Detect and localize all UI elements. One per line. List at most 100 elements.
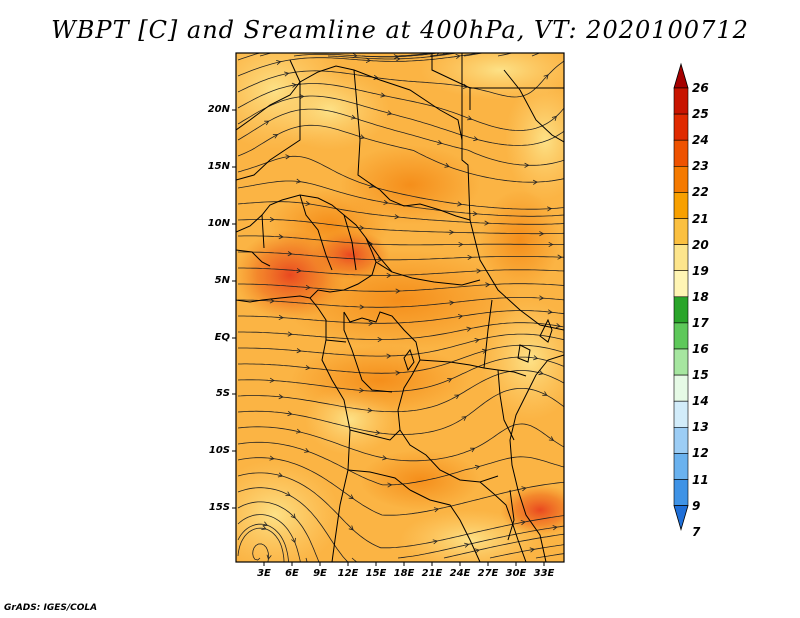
streamline-arrow <box>394 214 400 220</box>
streamline <box>395 53 435 57</box>
streamline-arrow <box>474 338 480 343</box>
streamline-arrow <box>278 234 284 240</box>
streamline-arrow <box>382 455 388 461</box>
lon-tick-label: 9E <box>313 568 327 579</box>
map-frame <box>235 52 565 563</box>
streamline-arrow <box>359 225 365 231</box>
streamline-arrow <box>461 416 467 421</box>
colorbar-label: 18 <box>692 289 709 304</box>
lon-tick-label: 18E <box>393 568 415 579</box>
streamline <box>237 180 564 217</box>
streamline-arrow <box>520 520 526 526</box>
streamline-arrow <box>373 74 379 80</box>
streamline-arrow <box>386 110 393 116</box>
colorbar-swatch <box>673 322 689 350</box>
streamline-arrow <box>296 348 302 354</box>
streamline-arrow <box>269 377 275 383</box>
axis-ticks <box>232 109 545 566</box>
streamline <box>237 457 564 516</box>
streamline-arrow <box>291 82 297 88</box>
colorbar-label: 19 <box>692 263 709 278</box>
streamline <box>238 310 564 324</box>
colorbar-max-arrow <box>673 62 689 89</box>
streamline-arrow <box>272 134 279 139</box>
streamline-arrow <box>467 115 473 121</box>
colorbar-swatch <box>673 244 689 272</box>
streamline <box>237 501 320 562</box>
streamline-arrow <box>295 428 302 434</box>
streamline-arrow <box>484 220 490 226</box>
colorbar-label: 13 <box>692 420 709 435</box>
streamline-arrow <box>447 378 453 383</box>
streamline <box>237 60 564 98</box>
colorbar-label: 12 <box>692 446 709 461</box>
colorbar-swatch <box>673 374 689 402</box>
lon-tick-label: 30E <box>505 568 527 579</box>
colorbar-swatch <box>673 479 689 506</box>
colorbar-swatch <box>673 166 689 193</box>
streamline <box>237 95 564 146</box>
streamline-arrow <box>290 513 296 519</box>
colorbar-label: 17 <box>692 315 709 330</box>
streamline <box>535 553 564 559</box>
streamline <box>238 297 564 308</box>
streamline <box>237 155 564 210</box>
streamline-arrow <box>368 241 374 247</box>
streamline <box>237 423 564 462</box>
streamline-arrow <box>266 554 272 560</box>
streamline-arrow <box>393 54 399 60</box>
streamline-arrow <box>474 548 480 554</box>
colorbar-label: 26 <box>692 81 709 95</box>
streamline-arrow <box>269 455 275 461</box>
streamline-arrow <box>548 436 555 441</box>
streamline-arrow <box>287 331 293 337</box>
lon-tick-label: 21E <box>421 568 443 579</box>
streamline-arrow <box>543 74 549 80</box>
lon-tick-label: 15E <box>365 568 387 579</box>
lon-tick-label: 6E <box>285 568 299 579</box>
streamline <box>237 83 564 131</box>
streamline <box>237 219 564 235</box>
streamline-arrow <box>386 272 392 278</box>
colorbar-label: 23 <box>692 159 709 174</box>
streamline-arrow <box>262 521 269 527</box>
streamline-arrow <box>305 365 311 371</box>
colorbar-label: 11 <box>692 472 709 487</box>
streamline-arrow <box>276 60 282 66</box>
streamline <box>497 53 514 57</box>
streamline <box>531 53 541 57</box>
streamline-arrow <box>269 216 275 223</box>
colorbar-swatch <box>673 400 689 428</box>
streamline <box>237 487 349 562</box>
streamline <box>238 344 564 374</box>
streamline-arrow <box>464 542 470 548</box>
streamline-arrow <box>521 486 527 492</box>
streamline-arrow <box>532 179 538 185</box>
streamline-arrow <box>348 494 354 500</box>
streamline <box>327 53 459 60</box>
streamline-arrow <box>287 251 293 257</box>
streamline <box>238 283 564 292</box>
streamline-arrow <box>547 309 553 315</box>
lat-tick-label: 10N <box>207 218 230 229</box>
streamline <box>237 124 564 183</box>
colorbar-swatch <box>673 139 689 167</box>
streamline-arrow <box>466 326 472 332</box>
streamline <box>305 557 308 562</box>
colorbar-label: 15 <box>692 368 709 383</box>
streamline-arrow <box>458 241 464 248</box>
lat-tick-label: 10S <box>208 445 230 456</box>
streamline-arrow <box>277 472 284 478</box>
streamline-arrow <box>473 136 479 142</box>
streamline-arrow <box>476 268 482 274</box>
streamline-arrow <box>359 387 365 393</box>
lat-tick-label: 15N <box>207 161 230 172</box>
streamline-arrow <box>377 337 383 343</box>
streamline-arrow <box>557 254 563 260</box>
streamline-arrow <box>467 254 473 260</box>
streamline <box>238 333 564 357</box>
streamline <box>351 557 358 562</box>
colorbar-min-arrow <box>673 505 689 532</box>
colorbar-swatch <box>673 113 689 141</box>
